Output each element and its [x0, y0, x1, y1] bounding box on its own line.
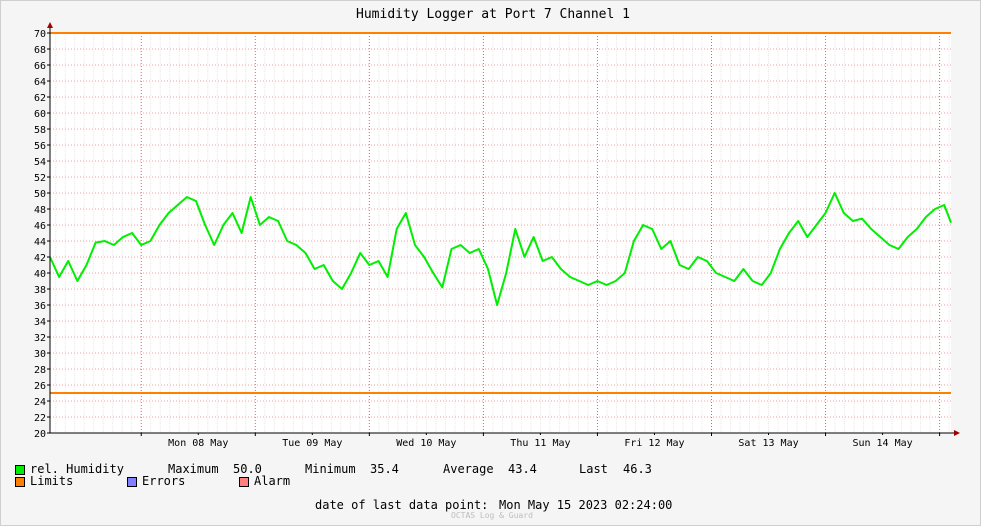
x-tick-label: Fri 12 May [624, 438, 684, 449]
y-tick-label: 20 [34, 429, 46, 440]
plot-area [50, 33, 951, 433]
last-data-point-label: date of last data point: [315, 498, 489, 512]
series-swatch [15, 465, 25, 475]
last-label: Last [579, 462, 608, 476]
average-value: 43.4 [508, 462, 537, 476]
y-tick-label: 58 [34, 125, 46, 136]
grid-major [50, 32, 951, 434]
chart-title: Humidity Logger at Port 7 Channel 1 [356, 7, 630, 22]
y-tick-label: 26 [34, 381, 46, 392]
x-tick-label: Sun 14 May [852, 438, 912, 449]
y-tick-label: 62 [34, 93, 46, 104]
x-axis-ticks: Mon 08 May Tue 09 May Wed 10 May Thu 11 May… [140, 433, 941, 449]
y-tick-label: 48 [34, 205, 46, 216]
minimum-value: 35.4 [370, 462, 399, 476]
y-axis-ticks: 20 22 24 26 28 30 32 34 36 38 40 42 44 46 48 50 52 54 56 58… [34, 29, 50, 440]
x-tick-label: Sat 13 May [738, 438, 798, 449]
y-tick-label: 32 [34, 333, 46, 344]
y-tick-label: 40 [34, 269, 46, 280]
y-tick-label: 42 [34, 253, 46, 264]
limit-lines [50, 32, 951, 394]
y-tick-label: 68 [34, 45, 46, 56]
y-tick-label: 28 [34, 365, 46, 376]
errors-legend-label: Errors [142, 474, 186, 488]
y-tick-label: 60 [34, 109, 46, 120]
last-data-point-value: Mon May 15 2023 02:24:00 [499, 498, 673, 512]
y-tick-label: 38 [34, 285, 46, 296]
y-tick-label: 56 [34, 141, 46, 152]
alarm-swatch [239, 477, 249, 487]
y-tick-label: 52 [34, 173, 46, 184]
series-line-humidity [49, 192, 952, 306]
y-axis-arrow [47, 22, 53, 28]
y-tick-label: 70 [34, 29, 46, 40]
y-tick-label: 44 [34, 237, 46, 248]
limits-swatch [15, 477, 25, 487]
y-tick-label: 50 [34, 189, 46, 200]
grid-minor [55, 33, 950, 433]
limits-legend-label: Limits [30, 474, 74, 488]
y-tick-label: 36 [34, 301, 46, 312]
y-tick-label: 24 [34, 397, 46, 408]
x-axis-arrow [954, 430, 960, 436]
maximum-value: 50.0 [233, 462, 262, 476]
errors-swatch [127, 477, 137, 487]
y-tick-label: 34 [34, 317, 46, 328]
watermark: OCTAS Log & Guard [451, 511, 533, 520]
minimum-label: Minimum [305, 462, 356, 476]
y-tick-label: 66 [34, 61, 46, 72]
x-tick-label: Tue 09 May [282, 438, 342, 449]
y-tick-label: 30 [34, 349, 46, 360]
y-tick-label: 54 [34, 157, 46, 168]
alarm-legend-label: Alarm [254, 474, 291, 488]
average-label: Average [443, 462, 494, 476]
series-group [49, 192, 952, 306]
axes [47, 22, 960, 436]
y-tick-label: 46 [34, 221, 46, 232]
last-value: 46.3 [623, 462, 652, 476]
series-legend-label: rel. Humidity [30, 462, 124, 476]
maximum-label: Maximum [168, 462, 219, 476]
x-tick-label: Thu 11 May [510, 438, 570, 449]
x-tick-label: Wed 10 May [396, 438, 456, 449]
y-tick-label: 22 [34, 413, 46, 424]
y-tick-label: 64 [34, 77, 46, 88]
x-tick-label: Mon 08 May [168, 438, 228, 449]
